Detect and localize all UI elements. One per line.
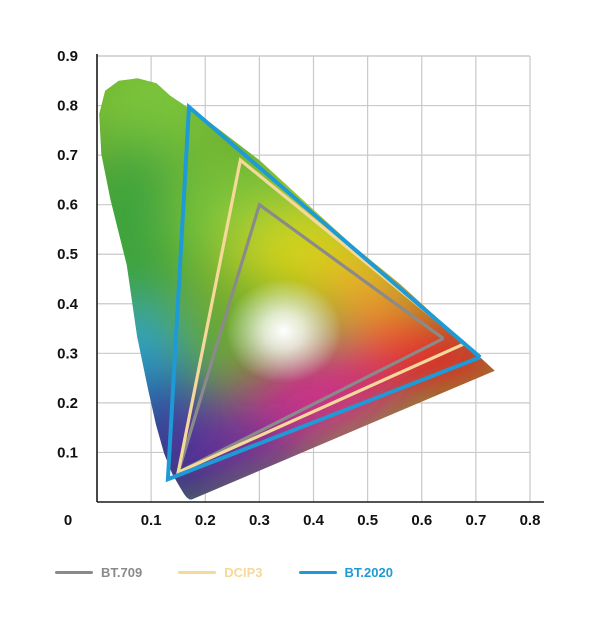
legend-label-dcip3: DCIP3 — [224, 564, 263, 580]
legend-label-bt709: BT.709 — [101, 564, 143, 580]
x-tick-label: 0.7 — [465, 512, 486, 529]
x-tick-label: 0.6 — [411, 512, 432, 529]
y-tick-label: 0.5 — [57, 246, 78, 263]
legend-swatch-bt709 — [55, 570, 93, 574]
x-tick-label: 0.8 — [520, 512, 541, 529]
y-tick-label: 0.3 — [57, 345, 78, 362]
x-tick-label: 0 — [64, 512, 72, 529]
series-line-bt709 — [175, 202, 445, 476]
legend-label-bt2020: BT.2020 — [344, 564, 393, 580]
legend-item-bt2020: BT.2020 — [298, 564, 393, 580]
series-line-bt2020 — [165, 102, 482, 483]
legend-swatch-bt2020 — [298, 570, 337, 574]
y-tick-label: 0.2 — [57, 395, 78, 412]
legend-item-bt709: BT.709 — [55, 565, 142, 580]
legend-swatch-dcip3 — [178, 570, 217, 574]
cie-chromaticity-chart: 0 0.1 0.2 0.3 0.4 0.5 0.6 0.7 0.8 0.1 0.2 0.3 0.4 0.5… — [57, 48, 544, 529]
y-tick-label: 0.7 — [57, 147, 78, 164]
y-tick-label: 0.6 — [57, 197, 78, 214]
legend: BT.709 DCIP3 BT.2020 — [55, 562, 535, 582]
series-line-dcip3 — [176, 157, 467, 476]
x-tick-label: 0.1 — [141, 512, 162, 529]
x-tick-label: 0.2 — [195, 512, 216, 529]
y-tick-label: 0.8 — [57, 98, 78, 115]
axes — [96, 54, 544, 503]
spectral-locus — [99, 78, 495, 500]
y-tick-label: 0.4 — [57, 296, 79, 313]
locus-color-fill — [99, 78, 495, 500]
blob-red-tip — [430, 338, 495, 389]
tick-labels: 0 0.1 0.2 0.3 0.4 0.5 0.6 0.7 0.8 0.1 0.2 0.3 0.4 0.5… — [57, 48, 540, 529]
x-tick-label: 0.4 — [303, 512, 325, 529]
legend-item-dcip3: DCIP3 — [178, 564, 263, 580]
white-point-glow — [225, 279, 342, 384]
gamut-triangles — [165, 102, 482, 483]
y-tick-label: 0.9 — [57, 48, 78, 65]
y-tick-label: 0.1 — [57, 444, 78, 461]
x-tick-label: 0.3 — [249, 512, 270, 529]
x-tick-label: 0.5 — [357, 512, 378, 529]
